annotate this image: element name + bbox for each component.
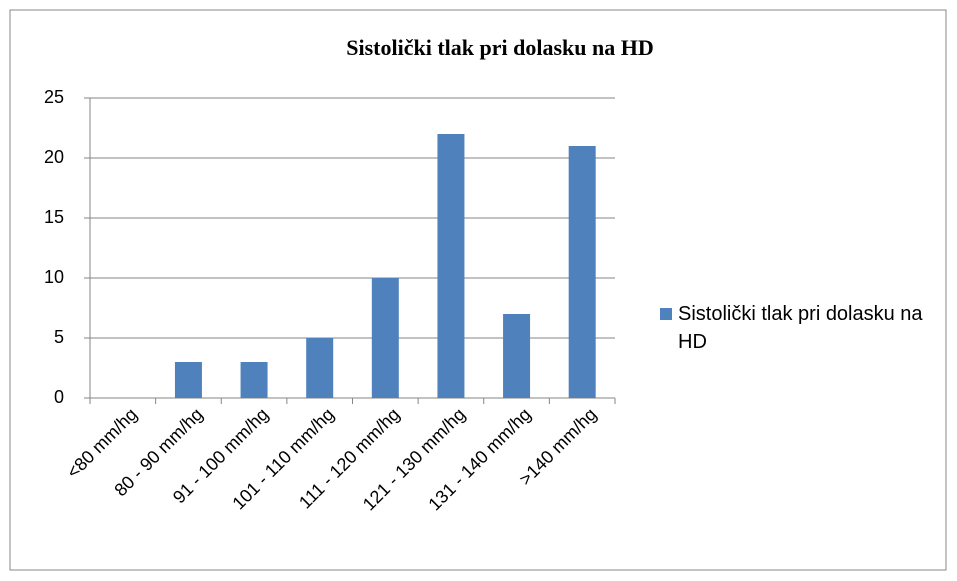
y-tick-label: 0 <box>54 387 64 407</box>
y-tick-label: 10 <box>44 267 64 287</box>
y-tick-label: 5 <box>54 327 64 347</box>
y-tick-label: 15 <box>44 207 64 227</box>
bar <box>174 362 202 398</box>
legend-label: Sistolički tlak pri dolasku na HD <box>678 303 923 353</box>
bar <box>568 146 596 398</box>
bar <box>437 134 465 398</box>
bar <box>503 314 531 398</box>
bar <box>371 278 399 398</box>
legend: Sistolički tlak pri dolasku na HD <box>660 300 950 356</box>
y-tick-label: 25 <box>44 87 64 107</box>
chart-title: Sistolički tlak pri dolasku na HD <box>346 35 653 60</box>
chart-border <box>9 9 947 571</box>
bar <box>240 362 268 398</box>
bar <box>306 338 334 398</box>
legend-swatch <box>660 308 672 320</box>
y-tick-label: 20 <box>44 147 64 167</box>
